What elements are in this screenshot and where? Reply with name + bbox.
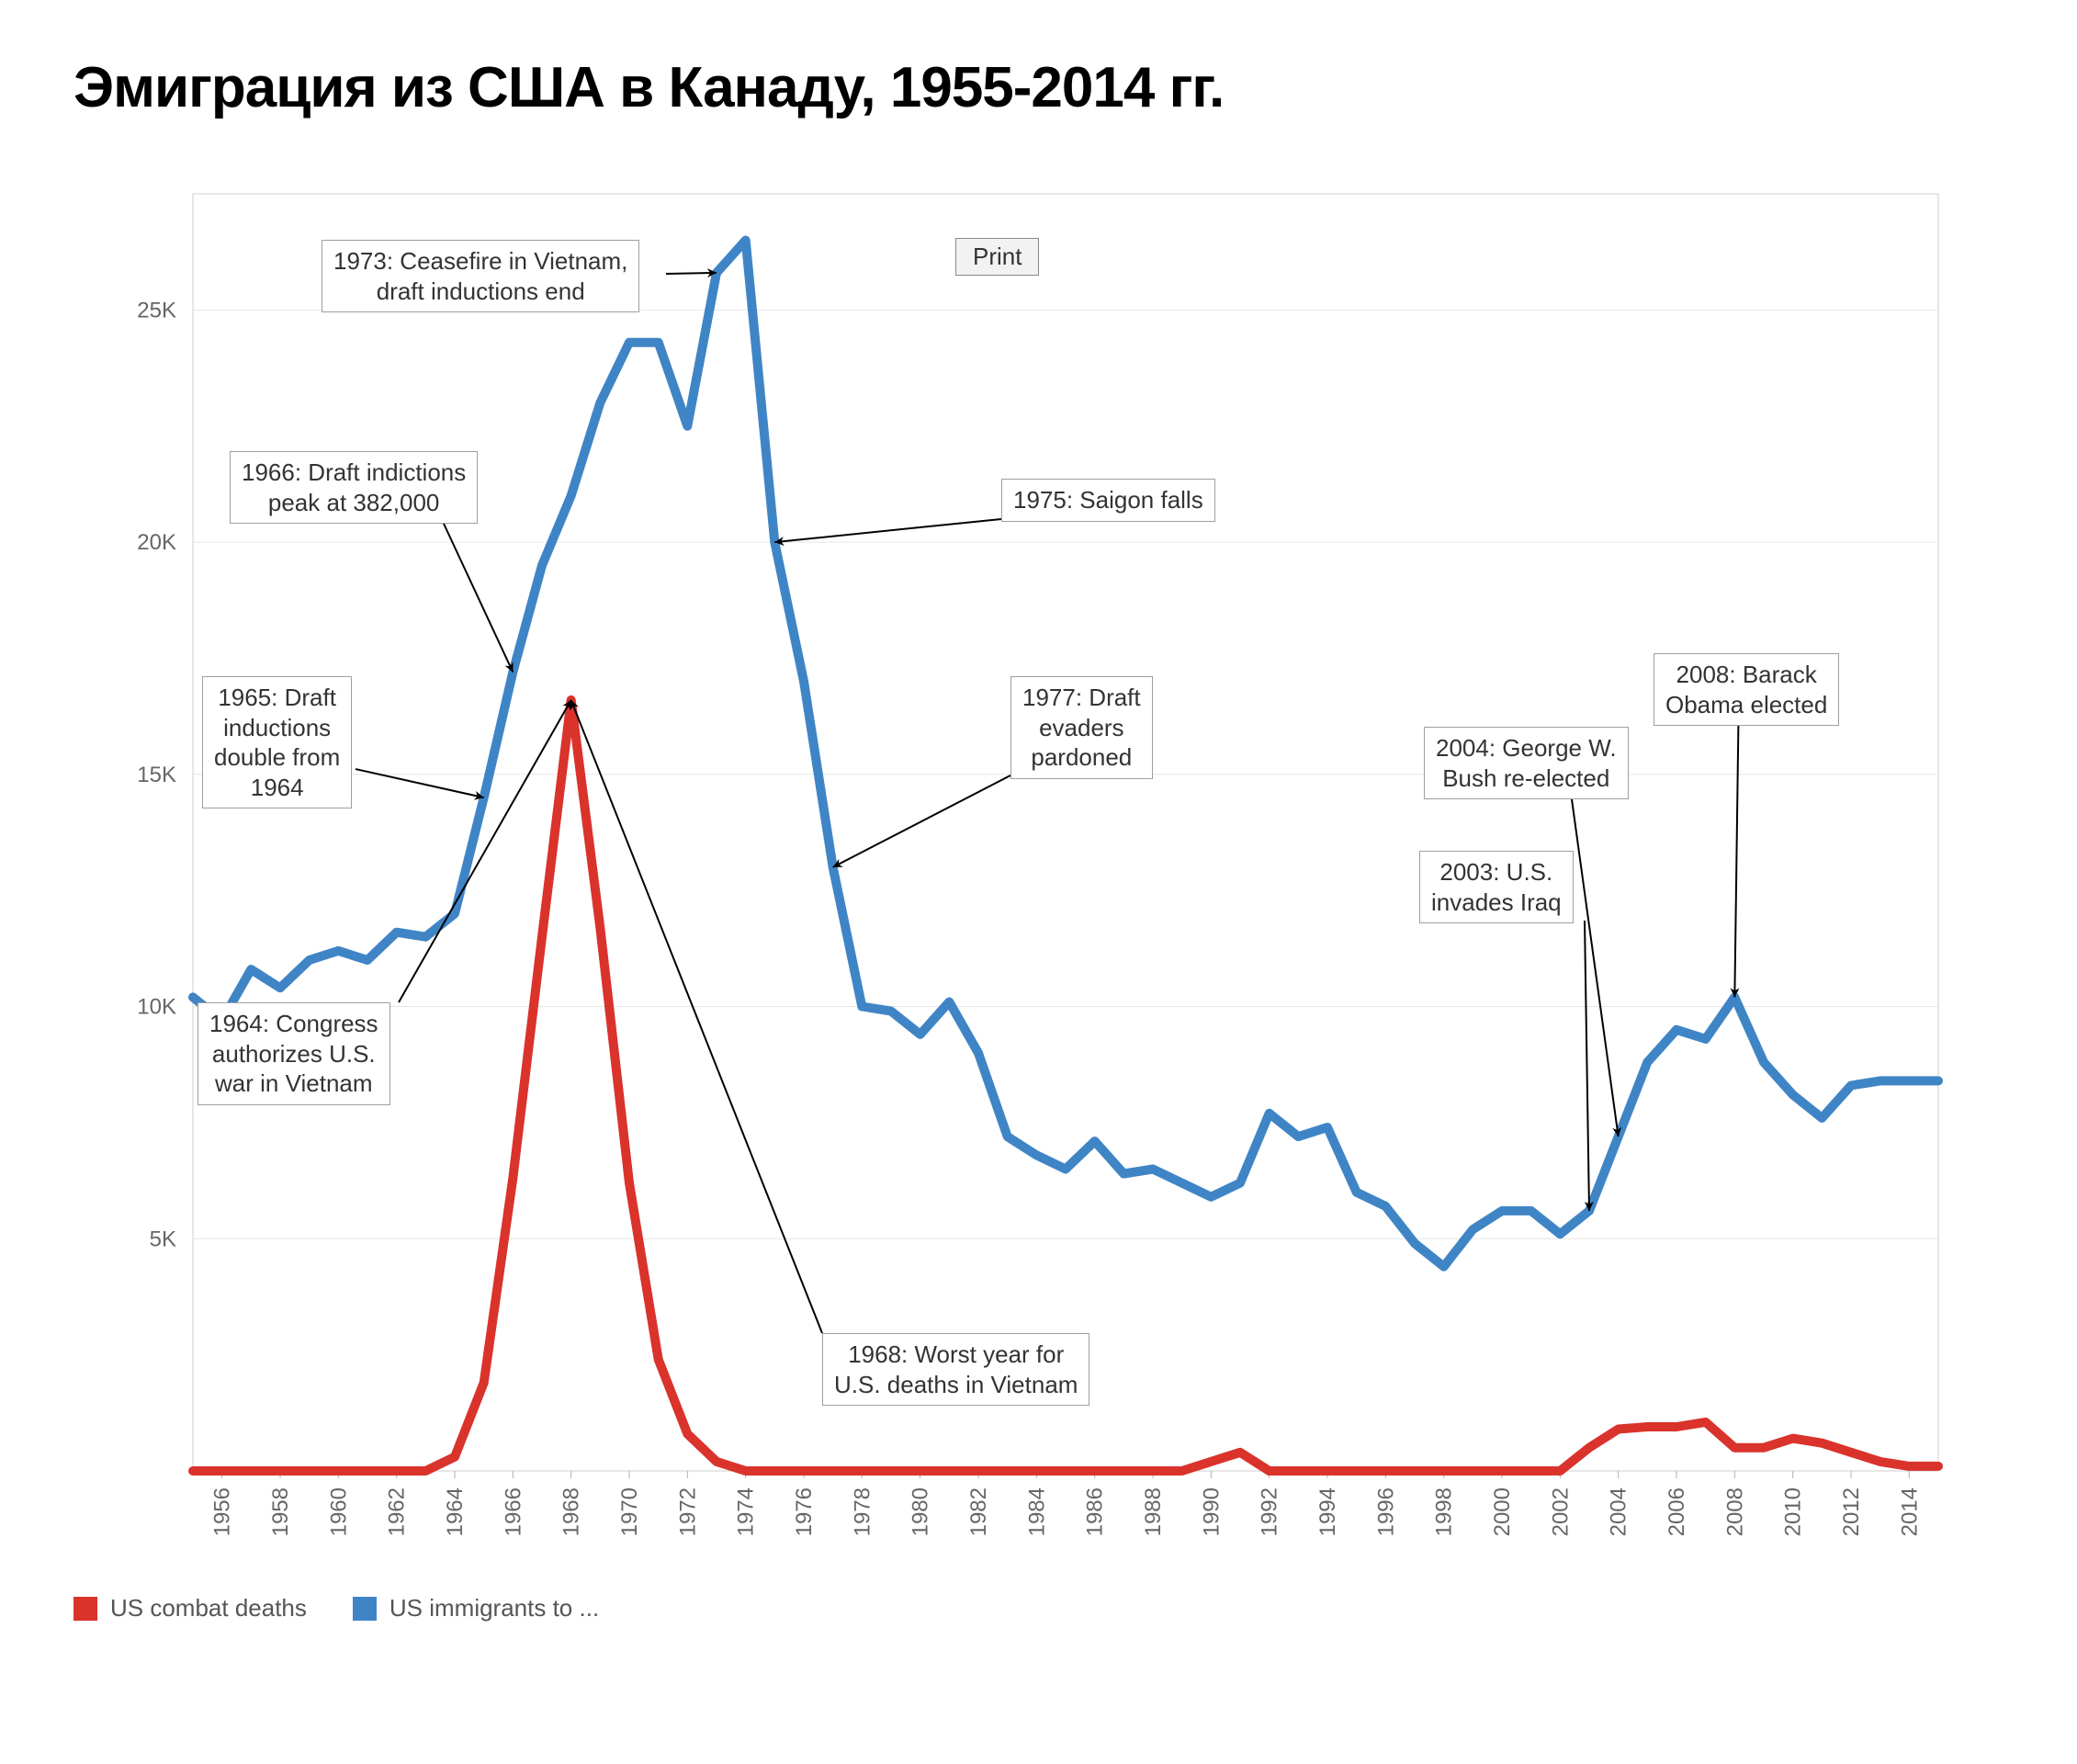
svg-text:1988: 1988	[1141, 1487, 1166, 1536]
svg-text:1990: 1990	[1199, 1487, 1224, 1536]
annotation-box: 1965: Draft inductions double from 1964	[202, 676, 352, 808]
annotation-box: 1973: Ceasefire in Vietnam, draft induct…	[322, 240, 639, 312]
legend-label: US immigrants to ...	[389, 1594, 599, 1623]
annotation-arrow	[666, 273, 717, 274]
svg-text:1974: 1974	[734, 1487, 759, 1536]
chart-container: 5K 10K 15K 20K 25K 1956 1958 1960 1962 1964 1966 19…	[73, 157, 1966, 1572]
svg-text:1998: 1998	[1432, 1487, 1457, 1536]
legend-item: US combat deaths	[73, 1594, 307, 1623]
svg-text:10K: 10K	[137, 995, 176, 1020]
svg-text:2006: 2006	[1665, 1487, 1689, 1536]
page-title: Эмиграция из США в Канаду, 1955-2014 гг.	[73, 55, 2004, 120]
annotation-box: 1975: Saigon falls	[1001, 479, 1215, 522]
legend-swatch	[73, 1597, 97, 1621]
print-button[interactable]: Print	[955, 238, 1039, 276]
svg-text:1992: 1992	[1258, 1487, 1282, 1536]
svg-text:2004: 2004	[1607, 1487, 1631, 1536]
svg-text:1964: 1964	[443, 1487, 468, 1536]
svg-text:20K: 20K	[137, 530, 176, 555]
svg-text:1994: 1994	[1315, 1487, 1340, 1536]
svg-text:1984: 1984	[1024, 1487, 1049, 1536]
svg-text:5K: 5K	[150, 1227, 176, 1251]
svg-text:1982: 1982	[966, 1487, 991, 1536]
svg-text:1970: 1970	[617, 1487, 642, 1536]
svg-text:1986: 1986	[1083, 1487, 1108, 1536]
legend-label: US combat deaths	[110, 1594, 307, 1623]
svg-text:25K: 25K	[137, 298, 176, 322]
svg-text:2010: 2010	[1781, 1487, 1806, 1536]
annotation-box: 2004: George W. Bush re-elected	[1424, 727, 1629, 799]
svg-text:1978: 1978	[850, 1487, 875, 1536]
svg-text:2014: 2014	[1897, 1487, 1922, 1536]
annotation-box: 2008: Barack Obama elected	[1654, 653, 1839, 726]
svg-text:1958: 1958	[268, 1487, 293, 1536]
svg-text:1956: 1956	[210, 1487, 235, 1536]
legend-item: US immigrants to ...	[353, 1594, 599, 1623]
svg-text:15K: 15K	[137, 763, 176, 787]
annotation-box: 1977: Draft evaders pardoned	[1010, 676, 1153, 779]
legend-swatch	[353, 1597, 377, 1621]
page: Эмиграция из США в Канаду, 1955-2014 гг.…	[0, 0, 2077, 1696]
svg-text:1962: 1962	[385, 1487, 410, 1536]
annotation-box: 1968: Worst year for U.S. deaths in Viet…	[822, 1333, 1089, 1406]
svg-text:2008: 2008	[1722, 1487, 1747, 1536]
annotation-box: 1966: Draft indictions peak at 382,000	[230, 451, 478, 524]
svg-text:1968: 1968	[559, 1487, 584, 1536]
svg-text:1966: 1966	[501, 1487, 525, 1536]
annotation-box: 2003: U.S. invades Iraq	[1419, 851, 1574, 923]
svg-text:1980: 1980	[909, 1487, 933, 1536]
svg-text:2012: 2012	[1839, 1487, 1864, 1536]
annotation-box: 1964: Congress authorizes U.S. war in Vi…	[198, 1002, 390, 1105]
svg-text:2000: 2000	[1490, 1487, 1515, 1536]
svg-text:1960: 1960	[326, 1487, 351, 1536]
svg-text:2002: 2002	[1548, 1487, 1573, 1536]
legend: US combat deaths US immigrants to ...	[73, 1594, 2004, 1623]
svg-text:1996: 1996	[1373, 1487, 1398, 1536]
svg-text:1976: 1976	[792, 1487, 817, 1536]
svg-text:1972: 1972	[675, 1487, 700, 1536]
